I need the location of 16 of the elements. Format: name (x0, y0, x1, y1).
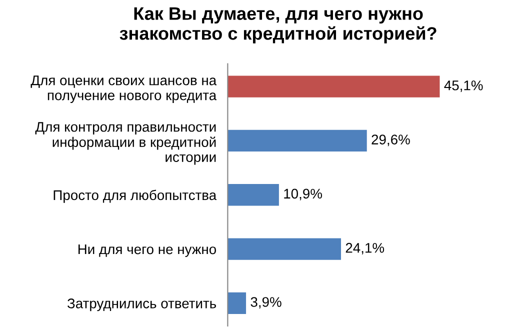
y-tick-label: Затруднились ответить (67, 298, 216, 312)
y-tick-label: Просто для любопытства (54, 190, 217, 203)
y-tick-label: Для оценки своих шансов на получение нового кредита (30, 76, 217, 103)
bar (228, 238, 342, 260)
chart-title: Как Вы думаете, для чего нужно знакомство с кредитной историей? (120, 7, 436, 44)
data-label: 24,1% (346, 242, 384, 254)
bar (228, 184, 279, 206)
data-label: 29,6% (372, 134, 410, 146)
data-label: 45,1% (444, 80, 483, 92)
bar (228, 292, 246, 314)
data-label: 10,9% (284, 188, 322, 200)
bar (228, 76, 440, 98)
y-tick-label: Ни для чего не нужно (78, 244, 216, 257)
data-label: 3,9% (250, 297, 282, 309)
y-tick-label: Для контроля правильности информации в кредитной истории (35, 122, 216, 165)
bar (228, 130, 367, 152)
